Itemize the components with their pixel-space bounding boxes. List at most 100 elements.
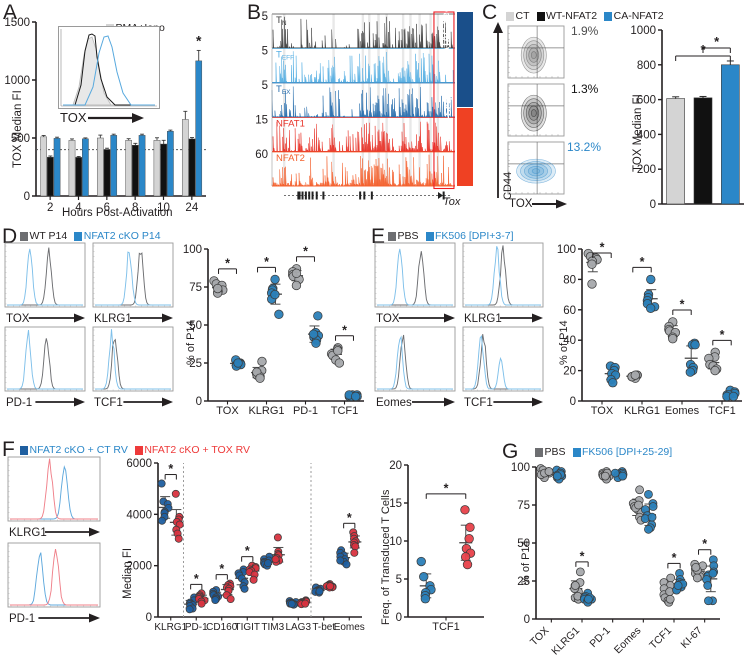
svg-text:*: * — [194, 572, 199, 586]
panel-c-flow-plots — [493, 22, 565, 198]
panel-c-flow-xlabel: TOX — [509, 198, 568, 210]
svg-text:60: 60 — [563, 305, 576, 317]
svg-text:NFAT2: NFAT2 — [276, 153, 305, 164]
svg-text:5: 5 — [262, 11, 268, 23]
panel-e-legend: PBS FK506 [DPI+3-7] — [388, 230, 518, 242]
svg-text:KLRG1: KLRG1 — [94, 313, 132, 325]
legend-swatch-pbs — [388, 231, 396, 241]
svg-text:0: 0 — [570, 396, 576, 408]
svg-text:*: * — [720, 328, 725, 342]
legend-item: CA-NFAT2 — [604, 10, 664, 22]
legend-item: PBS — [388, 230, 419, 242]
panel-f: F NFAT2 cKO + CT RV NFAT2 cKO + TOX RV K… — [0, 437, 490, 664]
svg-text:*: * — [196, 32, 202, 48]
svg-text:KLRG1: KLRG1 — [464, 313, 502, 325]
svg-text:KLRG1: KLRG1 — [549, 625, 582, 658]
panel-d-histograms: TOX KLRG1 PD-1 TCF1 — [4, 242, 174, 409]
svg-text:TOX: TOX — [216, 405, 239, 417]
legend-item: FK506 [DPI+25-29] — [572, 446, 673, 458]
svg-text:TOX: TOX — [528, 625, 552, 649]
legend-swatch-pbs — [535, 447, 543, 457]
svg-text:1000: 1000 — [4, 75, 30, 87]
svg-text:20: 20 — [389, 460, 402, 472]
svg-text:Eomes: Eomes — [334, 622, 365, 633]
svg-text:0: 0 — [146, 612, 152, 624]
svg-text:400: 400 — [637, 129, 656, 141]
panel-d-label: D — [2, 225, 18, 248]
panel-f-histograms: KLRG1 PD-1 — [7, 456, 101, 625]
chip-seq-label: ChIP-Seq — [442, 97, 454, 142]
gate-pct-3: 13.2% — [567, 140, 602, 154]
svg-text:100: 100 — [183, 244, 202, 256]
svg-text:KLRG1: KLRG1 — [624, 405, 660, 417]
panel-a: A PMA+Iono PMA Iono TOX 0500100015002468… — [0, 0, 215, 222]
svg-text:2: 2 — [47, 202, 53, 214]
svg-text:*: * — [640, 255, 645, 269]
gate-pct-2: 1.3% — [571, 82, 599, 96]
panel-g-label: G — [502, 440, 519, 463]
panel-b-gene-label: Tox — [443, 196, 461, 208]
svg-text:40: 40 — [563, 335, 576, 347]
svg-text:KLRG1: KLRG1 — [9, 527, 47, 539]
panel-d: D WT P14 NFAT2 cKO P14 TOX KLRG1 PD-1 TCF1 … — [0, 225, 370, 437]
svg-text:4000: 4000 — [126, 509, 152, 521]
svg-text:1500: 1500 — [4, 17, 30, 29]
svg-text:TCF1: TCF1 — [94, 397, 123, 409]
svg-text:24: 24 — [185, 202, 198, 214]
panel-a-inset-histogram — [58, 26, 160, 109]
svg-text:*: * — [168, 462, 173, 476]
svg-text:50: 50 — [517, 538, 530, 550]
atac-seq-label: ATAC-Seq — [441, 6, 453, 54]
svg-text:60: 60 — [255, 149, 268, 161]
svg-text:PD-1: PD-1 — [9, 613, 35, 625]
legend-label: PBS — [397, 230, 419, 242]
svg-text:*: * — [347, 511, 352, 525]
legend-swatch-ct-rv — [20, 445, 28, 455]
legend-swatch-nfat2-cko-p14 — [74, 231, 83, 241]
svg-text:Eomes: Eomes — [612, 625, 644, 657]
svg-text:10: 10 — [389, 536, 402, 548]
svg-text:*: * — [264, 255, 269, 269]
svg-text:CD160: CD160 — [206, 622, 238, 633]
legend-label: PBS — [544, 446, 566, 458]
legend-label: FK506 [DPI+25-29] — [582, 446, 673, 458]
legend-item: CT — [506, 10, 530, 22]
svg-text:0: 0 — [650, 199, 656, 211]
chip-seq-bar: ChIP-Seq — [443, 97, 473, 186]
svg-text:TOX: TOX — [591, 405, 614, 417]
panel-d-legend: WT P14 NFAT2 cKO P14 — [20, 230, 165, 242]
atac-seq-bar: ATAC-Seq — [441, 6, 473, 107]
panel-e-label: E — [371, 225, 386, 248]
svg-text:TIGIT: TIGIT — [234, 622, 260, 633]
legend-item: WT-NFAT2 — [536, 10, 598, 22]
legend-swatch-ca-nfat2 — [604, 11, 613, 21]
legend-swatch-wt-nfat2 — [536, 11, 545, 21]
svg-text:TCF1: TCF1 — [708, 405, 736, 417]
svg-text:TIM3: TIM3 — [261, 622, 284, 633]
legend-swatch-tox-rv — [134, 445, 143, 455]
panel-e-ylabel: % of P14 — [558, 320, 570, 365]
arrow-icon — [87, 112, 144, 123]
svg-text:*: * — [672, 551, 677, 565]
svg-text:PD-1: PD-1 — [587, 625, 613, 651]
svg-text:PD-1: PD-1 — [185, 622, 208, 633]
panel-c-label: C — [482, 1, 498, 24]
svg-text:KLRG1: KLRG1 — [248, 405, 284, 417]
svg-text:5: 5 — [396, 574, 402, 586]
legend-label: WT P14 — [29, 230, 68, 242]
panel-e-histograms: TOX KLRG1 Eomes TCF1 — [374, 242, 544, 409]
panel-c-legend: CT WT-NFAT2 CA-NFAT2 — [506, 10, 668, 22]
svg-text:*: * — [245, 544, 250, 558]
legend-item: PBS — [535, 446, 566, 458]
arrow-icon — [532, 199, 568, 209]
panel-f-ylabel: Median FI — [122, 547, 134, 599]
svg-text:KI-67: KI-67 — [679, 625, 705, 651]
panel-a-label: A — [3, 1, 18, 24]
panel-f-subplot-ylabel: Freq. of Transduced T Cells — [380, 489, 392, 625]
svg-text:*: * — [580, 549, 585, 563]
svg-text:1000: 1000 — [630, 25, 656, 37]
legend-item: NFAT2 cKO + TOX RV — [134, 444, 250, 456]
legend-label: WT-NFAT2 — [546, 10, 598, 22]
